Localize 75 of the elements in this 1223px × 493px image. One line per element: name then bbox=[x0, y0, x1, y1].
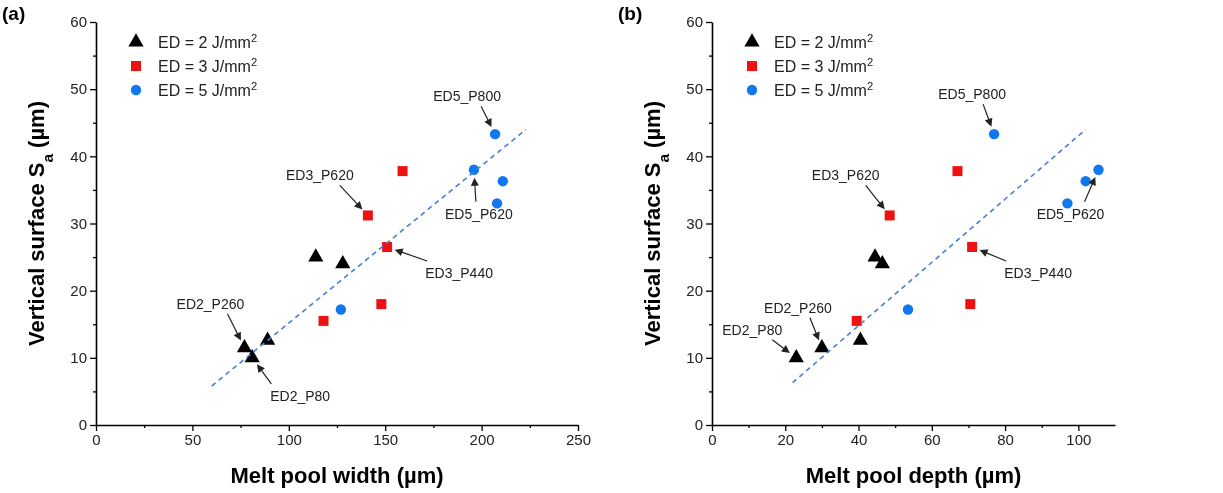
x-tick-label: 20 bbox=[777, 430, 795, 448]
annotation: ED3_P620 bbox=[285, 167, 354, 184]
point bbox=[376, 299, 387, 310]
point bbox=[884, 210, 895, 221]
x-tick-label: 0 bbox=[92, 430, 101, 448]
point bbox=[335, 255, 351, 269]
point bbox=[491, 198, 503, 209]
x-tick-label: 0 bbox=[708, 430, 717, 448]
y-tick-label: 30 bbox=[686, 214, 703, 232]
point bbox=[988, 128, 1000, 140]
x-tick-label: 40 bbox=[850, 430, 868, 448]
point bbox=[489, 128, 501, 140]
point bbox=[788, 349, 804, 363]
point bbox=[244, 349, 260, 363]
annotation: ED3_P620 bbox=[811, 167, 880, 184]
legend-label: ED = 3 J/mm$^{2}$ bbox=[774, 56, 874, 75]
point bbox=[902, 304, 914, 315]
x-tick-label: 50 bbox=[184, 430, 202, 448]
point bbox=[497, 175, 509, 187]
annotation: ED5_P620 bbox=[1036, 205, 1105, 222]
annotation: ED5_P800 bbox=[938, 86, 1007, 103]
x-axis-title: Melt pool width (µm) bbox=[230, 463, 444, 488]
x-axis-title: Melt pool depth (µm) bbox=[805, 463, 1022, 488]
legend-label: ED = 2 J/mm$^{2}$ bbox=[158, 32, 258, 51]
point bbox=[851, 315, 862, 326]
point bbox=[1093, 164, 1104, 175]
point bbox=[814, 338, 830, 353]
legend-label: ED = 5 J/mm$^{2}$ bbox=[774, 80, 874, 99]
x-tick-label: 80 bbox=[997, 430, 1014, 448]
annotation: ED3_P440 bbox=[1004, 265, 1073, 282]
legend-label: ED = 3 J/mm$^{2}$ bbox=[158, 56, 258, 75]
point bbox=[335, 304, 347, 315]
legend-label: ED = 5 J/mm$^{2}$ bbox=[158, 80, 258, 99]
annotation: ED5_P620 bbox=[445, 205, 513, 222]
y-tick-label: 10 bbox=[70, 349, 87, 367]
annotation: ED2_P260 bbox=[764, 299, 832, 316]
annotation: ED2_P80 bbox=[270, 387, 331, 404]
y-tick-label: 60 bbox=[686, 13, 703, 31]
point bbox=[967, 242, 978, 253]
x-tick-label: 200 bbox=[469, 430, 495, 448]
x-tick-label: 100 bbox=[1066, 430, 1092, 448]
y-tick-label: 10 bbox=[686, 349, 703, 367]
point bbox=[1080, 175, 1091, 187]
y-tick-label: 50 bbox=[70, 80, 87, 98]
point bbox=[874, 255, 890, 269]
point bbox=[852, 331, 868, 345]
point bbox=[965, 299, 976, 310]
annotation: ED2_P260 bbox=[176, 295, 245, 312]
y-tick-label: 50 bbox=[686, 80, 703, 98]
annotation: ED3_P440 bbox=[425, 265, 494, 282]
y-tick-label: 30 bbox=[70, 214, 87, 232]
x-tick-label: 100 bbox=[276, 430, 302, 448]
chart-title: (a) bbox=[2, 3, 26, 24]
point bbox=[236, 338, 253, 353]
y-tick-label: 60 bbox=[70, 13, 87, 31]
y-tick-label: 0 bbox=[694, 416, 703, 434]
annotation: ED2_P80 bbox=[722, 321, 783, 338]
point bbox=[397, 166, 408, 177]
y-tick-label: 20 bbox=[70, 281, 87, 299]
legend-label: ED = 2 J/mm$^{2}$ bbox=[774, 32, 874, 51]
x-tick-label: 150 bbox=[373, 430, 399, 448]
point bbox=[1062, 198, 1073, 209]
annotation: ED5_P800 bbox=[433, 88, 502, 105]
point bbox=[362, 210, 373, 221]
y-tick-label: 20 bbox=[686, 281, 703, 299]
y-tick-label: 40 bbox=[686, 147, 703, 165]
point bbox=[952, 166, 963, 177]
x-tick-label: 60 bbox=[923, 430, 941, 448]
point bbox=[382, 242, 393, 253]
y-tick-label: 0 bbox=[78, 416, 87, 434]
chart-title: (b) bbox=[618, 3, 643, 24]
point bbox=[308, 248, 324, 262]
y-tick-label: 40 bbox=[70, 147, 87, 165]
point bbox=[318, 315, 329, 326]
x-tick-label: 250 bbox=[565, 430, 592, 448]
